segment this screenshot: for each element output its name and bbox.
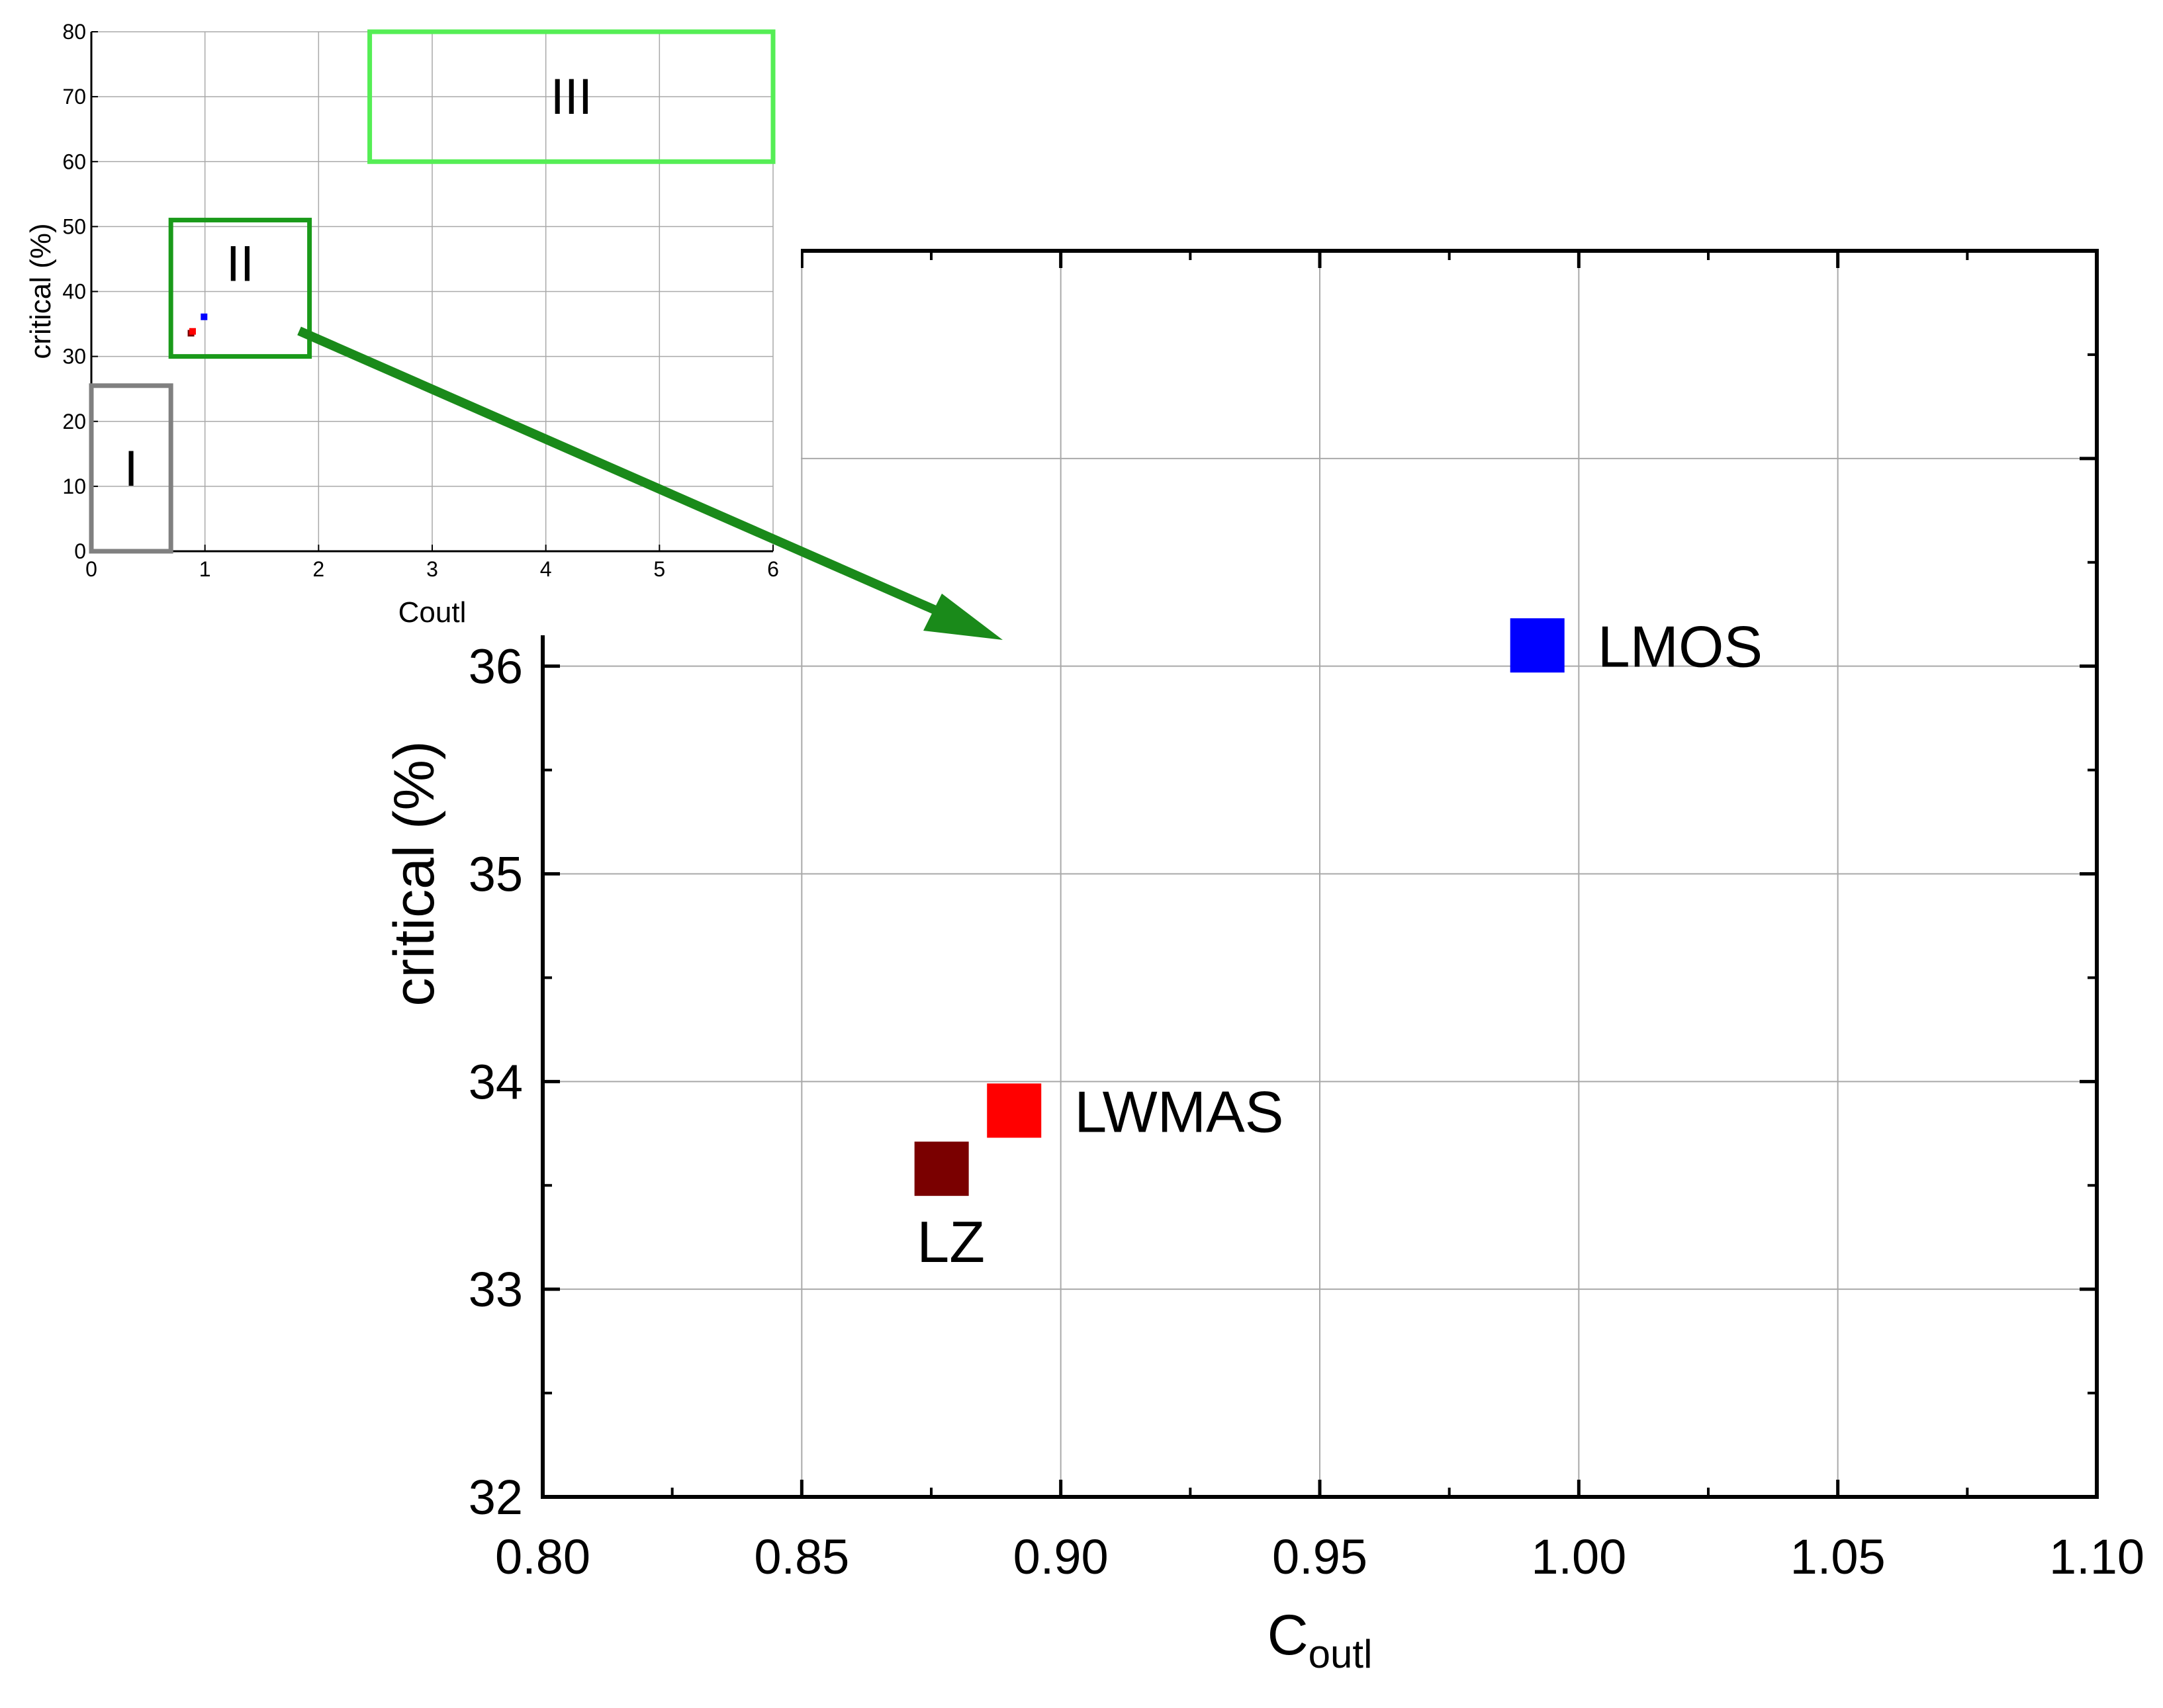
main-x-tick-label: 0.95 <box>1272 1529 1367 1584</box>
inset-y-tick-label: 60 <box>62 150 86 173</box>
inset-y-tick-label: 0 <box>74 539 86 563</box>
main-x-axis-title: Coutl <box>1267 1603 1373 1676</box>
main-x-tick-label: 1.05 <box>1790 1529 1886 1584</box>
inset-x-tick-label: 5 <box>653 557 665 581</box>
inset-region-i-label: I <box>124 441 138 497</box>
main-y-tick-label: 35 <box>469 847 523 902</box>
zoom-arrow-head <box>923 594 1003 640</box>
zoom-arrow <box>297 326 1003 640</box>
main-chart: 0.800.850.900.951.001.051.10 32333435363… <box>383 224 2144 1676</box>
inset-y-tick-label: 20 <box>62 410 86 433</box>
inset-y-tick-label: 50 <box>62 214 86 238</box>
inset-y-tick-label: 70 <box>62 85 86 109</box>
inset-x-tick-labels: 0 1 2 3 4 5 6 <box>85 557 779 581</box>
main-x-tick-label: 0.85 <box>754 1529 849 1584</box>
main-point-lwmas <box>987 1083 1042 1138</box>
main-y-tick-label: 36 <box>469 639 523 694</box>
main-point-lz <box>914 1142 969 1196</box>
main-y-axis-title: critical (%) <box>383 741 446 1006</box>
main-x-tick-labels: 0.80 0.85 0.90 0.95 1.00 1.05 1.10 <box>495 1529 2144 1584</box>
inset-y-tick-label: 30 <box>62 345 86 369</box>
inset-background <box>0 0 801 635</box>
inset-y-tick-label: 80 <box>62 20 86 44</box>
inset-y-tick-label: 10 <box>62 474 86 498</box>
inset-grid <box>91 31 774 551</box>
main-x-tick-label: 1.00 <box>1531 1529 1626 1584</box>
inset-region-ii-box <box>168 218 312 359</box>
inset-points <box>187 313 208 337</box>
main-point-label-lmos: LMOS <box>1598 613 1763 679</box>
inset-x-tick-label: 6 <box>767 557 779 581</box>
main-y-tick-label: 34 <box>469 1054 523 1109</box>
main-x-axis-title-subscript: outl <box>1309 1632 1373 1676</box>
main-x-axis-title-main: C <box>1267 1603 1309 1667</box>
main-point-lmos <box>1510 618 1565 673</box>
main-x-tick-label: 0.90 <box>1013 1529 1109 1584</box>
inset-region-i-box <box>89 383 173 554</box>
inset-region-iii-box <box>367 29 776 164</box>
main-x-tick-label: 0.80 <box>495 1529 590 1584</box>
inset-x-tick-label: 4 <box>540 557 552 581</box>
inset-y-tick-labels: 0 10 20 30 40 50 60 70 80 <box>62 20 86 563</box>
inset-region-ii-label: II <box>226 236 254 292</box>
inset-region-iii-label: III <box>551 69 592 125</box>
inset-x-tick-label: 0 <box>85 557 97 581</box>
zoom-arrow-shaft <box>297 326 942 617</box>
inset-x-tick-label: 1 <box>199 557 211 581</box>
inset-x-axis-title: Coutl <box>398 596 467 629</box>
main-point-label-lwmas: LWMAS <box>1074 1079 1283 1144</box>
main-x-tick-label: 1.10 <box>2049 1529 2144 1584</box>
main-points: LZ LWMAS LMOS <box>914 613 1763 1275</box>
inset-y-tick-label: 40 <box>62 280 86 304</box>
main-point-label-lz: LZ <box>917 1209 985 1275</box>
inset-point-lmos <box>201 313 208 320</box>
main-y-tick-label: 33 <box>469 1262 523 1317</box>
main-grid <box>543 251 2097 1497</box>
inset-x-tick-label: 2 <box>312 557 324 581</box>
main-y-tick-label: 32 <box>469 1470 523 1525</box>
inset-x-tick-label: 3 <box>426 557 438 581</box>
inset-y-axis-title: critical (%) <box>24 223 57 359</box>
inset-point-lwmas <box>189 328 196 335</box>
